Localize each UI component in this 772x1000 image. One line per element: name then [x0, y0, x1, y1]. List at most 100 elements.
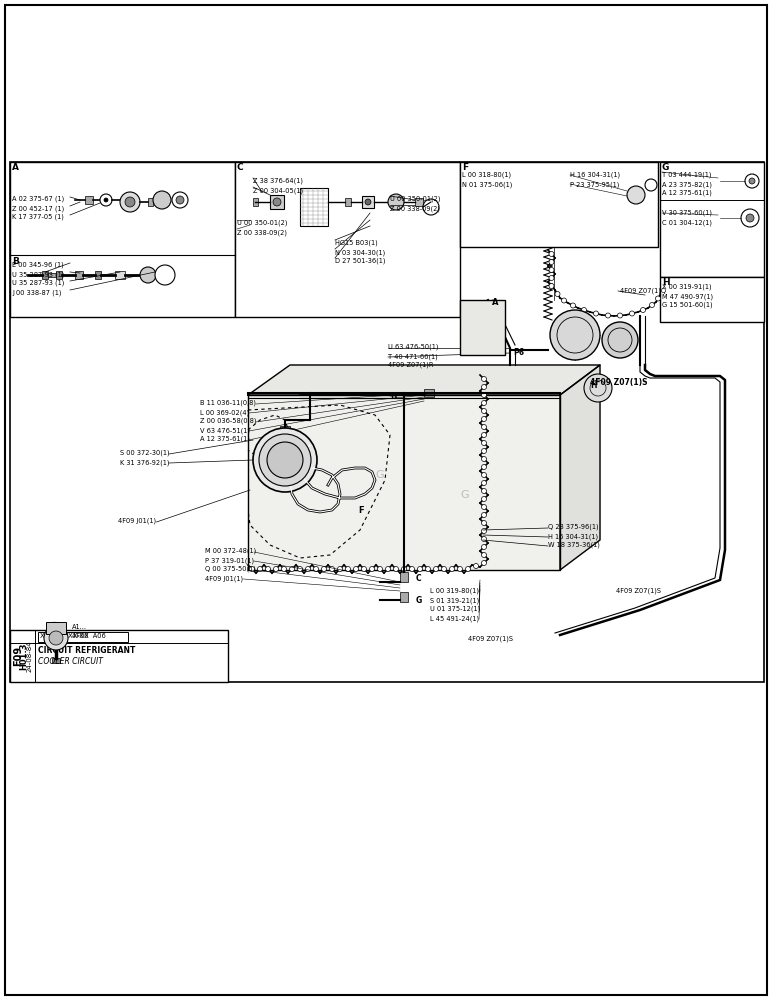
Text: G: G [461, 490, 469, 500]
Circle shape [100, 194, 112, 206]
Text: C: C [237, 163, 244, 172]
Bar [10, 162, 764, 682]
Circle shape [482, 544, 486, 550]
Text: 4F09 Z07(1)S: 4F09 Z07(1)S [590, 378, 648, 387]
Bar [415, 198, 423, 206]
Circle shape [482, 440, 486, 446]
Text: N 01 375-06(1): N 01 375-06(1) [462, 181, 513, 188]
Circle shape [482, 424, 486, 430]
Text: P 37 319-01(1): P 37 319-01(1) [205, 557, 254, 564]
Bar [48, 273, 56, 277]
Bar [345, 198, 351, 206]
Bar [75, 271, 83, 279]
Circle shape [172, 192, 188, 208]
Text: P6: P6 [513, 348, 524, 357]
Circle shape [266, 566, 270, 572]
Circle shape [473, 564, 479, 568]
Text: Z 00 036-58(0,8): Z 00 036-58(0,8) [200, 418, 256, 424]
Text: L 00 319-80(1): L 00 319-80(1) [430, 588, 479, 594]
Circle shape [49, 631, 63, 645]
Circle shape [482, 464, 486, 470]
Circle shape [749, 178, 755, 184]
Circle shape [594, 311, 598, 316]
Text: 4F09 Z07(1)R: 4F09 Z07(1)R [388, 362, 434, 368]
Text: V 63 476-51(1): V 63 476-51(1) [200, 427, 250, 434]
Text: G 15 501-60(1): G 15 501-60(1) [662, 302, 713, 308]
Text: CIRCUIT REFRIGERANT: CIRCUIT REFRIGERANT [38, 646, 135, 655]
Circle shape [365, 199, 371, 205]
Circle shape [482, 481, 486, 486]
Text: K 17 377-05 (1): K 17 377-05 (1) [12, 214, 64, 221]
Bar [10, 630, 228, 682]
Circle shape [388, 194, 404, 210]
Text: S 00 372-30(1): S 00 372-30(1) [120, 450, 170, 456]
Circle shape [649, 302, 655, 308]
Circle shape [259, 434, 311, 486]
Circle shape [409, 566, 415, 572]
Circle shape [561, 298, 567, 303]
Text: G: G [416, 596, 422, 605]
Bar [270, 195, 284, 209]
Text: E 00 345-96 (1): E 00 345-96 (1) [12, 262, 64, 268]
Circle shape [361, 566, 367, 572]
Circle shape [140, 267, 156, 283]
Circle shape [482, 416, 486, 422]
Text: A 12 375-61(1): A 12 375-61(1) [662, 190, 712, 196]
Text: H 16 304-31(1): H 16 304-31(1) [548, 533, 598, 540]
Circle shape [482, 408, 486, 414]
Text: B 11 036-11(0,8): B 11 036-11(0,8) [200, 400, 256, 406]
Bar [460, 162, 658, 247]
Text: L 00 369-02(4): L 00 369-02(4) [200, 409, 249, 416]
Text: U 35 287-93 (1): U 35 287-93 (1) [12, 271, 64, 277]
Circle shape [655, 296, 661, 301]
Circle shape [482, 384, 486, 389]
Text: Z 00 338-09(2): Z 00 338-09(2) [237, 229, 287, 235]
Circle shape [482, 552, 486, 558]
Bar [280, 426, 290, 434]
Circle shape [581, 308, 587, 312]
Circle shape [482, 536, 486, 542]
Text: Z 00 304-05(1): Z 00 304-05(1) [253, 187, 303, 194]
Text: HG15 B03(1): HG15 B03(1) [335, 240, 378, 246]
Circle shape [629, 311, 635, 316]
Circle shape [641, 308, 645, 312]
Circle shape [258, 566, 262, 572]
Text: K 31 376-92(1): K 31 376-92(1) [120, 459, 170, 466]
Bar [95, 271, 101, 279]
Circle shape [745, 174, 759, 188]
Circle shape [482, 488, 486, 493]
Text: A1...: A1... [72, 624, 87, 630]
Polygon shape [52, 622, 56, 630]
Bar [424, 389, 434, 397]
Circle shape [482, 456, 486, 462]
Circle shape [337, 566, 343, 572]
Text: 4F09 Z07(1)S: 4F09 Z07(1)S [468, 635, 513, 642]
Text: T 03 444-19(1): T 03 444-19(1) [662, 172, 712, 178]
Circle shape [273, 198, 281, 206]
Text: C 01 304-12(1): C 01 304-12(1) [662, 219, 712, 226]
Circle shape [555, 292, 560, 296]
Text: 24-08-84: 24-08-84 [27, 640, 33, 672]
Circle shape [482, 520, 486, 526]
Circle shape [418, 566, 422, 572]
Circle shape [618, 313, 622, 318]
Text: U 00 350-01(2): U 00 350-01(2) [390, 196, 441, 202]
Circle shape [385, 566, 391, 572]
Circle shape [549, 275, 554, 280]
Text: U 01 375-12(1): U 01 375-12(1) [430, 606, 480, 612]
Text: M 47 490-97(1): M 47 490-97(1) [662, 293, 713, 300]
Text: U 35 287-93 (1): U 35 287-93 (1) [12, 280, 64, 286]
Circle shape [442, 566, 446, 572]
Text: A: A [12, 163, 19, 172]
Circle shape [584, 374, 612, 402]
Bar [660, 162, 764, 277]
Circle shape [273, 566, 279, 572]
Text: N 03 304-30(1): N 03 304-30(1) [335, 249, 385, 255]
Circle shape [176, 196, 184, 204]
Text: W 18 375-36(1): W 18 375-36(1) [548, 542, 600, 548]
Text: H 16 304-31(1): H 16 304-31(1) [570, 172, 620, 178]
Text: V 30 375-60(1): V 30 375-60(1) [662, 210, 712, 217]
Text: 4F09 Z07(1)S: 4F09 Z07(1)S [616, 588, 661, 594]
Polygon shape [560, 365, 600, 570]
Bar [660, 277, 764, 322]
